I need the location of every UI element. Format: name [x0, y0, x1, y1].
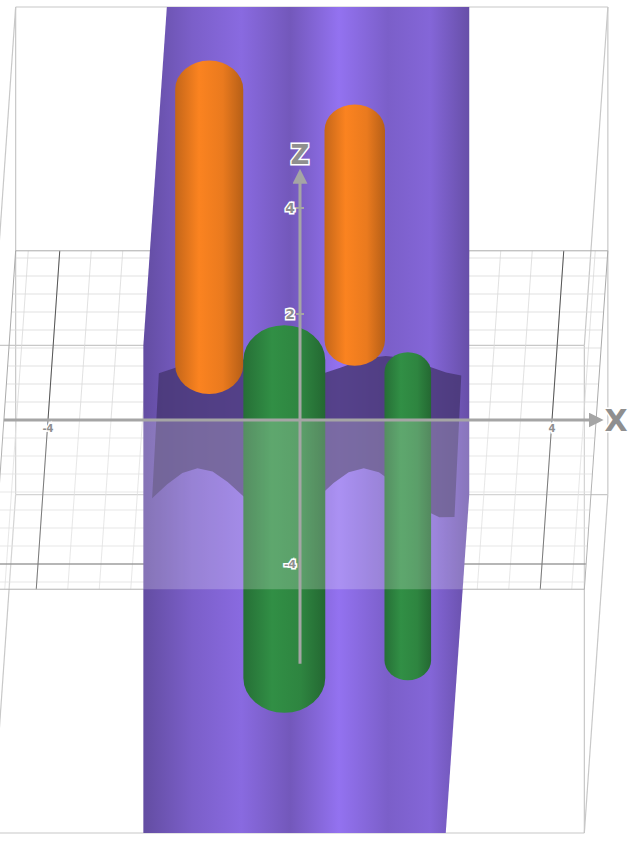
- surface-capsule: [325, 105, 385, 366]
- box-edge: [0, 7, 16, 345]
- y-tick-label: -4: [284, 558, 297, 571]
- box-frame: [0, 7, 608, 833]
- z-tick-label: 2: [285, 306, 295, 322]
- axes: -4 4 2 4 -4 X Z: [4, 140, 628, 664]
- x-axis-title: X: [605, 403, 628, 438]
- x-tick-label: 4: [549, 423, 556, 434]
- surface-capsule: [175, 60, 243, 393]
- z-axis-line: [299, 176, 302, 664]
- z-tick: [296, 207, 304, 209]
- z-tick-label: 4: [285, 200, 295, 216]
- z-axis-title: Z: [291, 140, 310, 170]
- chart: -4 4 2 4 -4 X Z: [0, 0, 642, 842]
- x-tick-label: -4: [42, 423, 53, 434]
- z-tick: [296, 313, 304, 315]
- plane-overlay: [0, 420, 596, 589]
